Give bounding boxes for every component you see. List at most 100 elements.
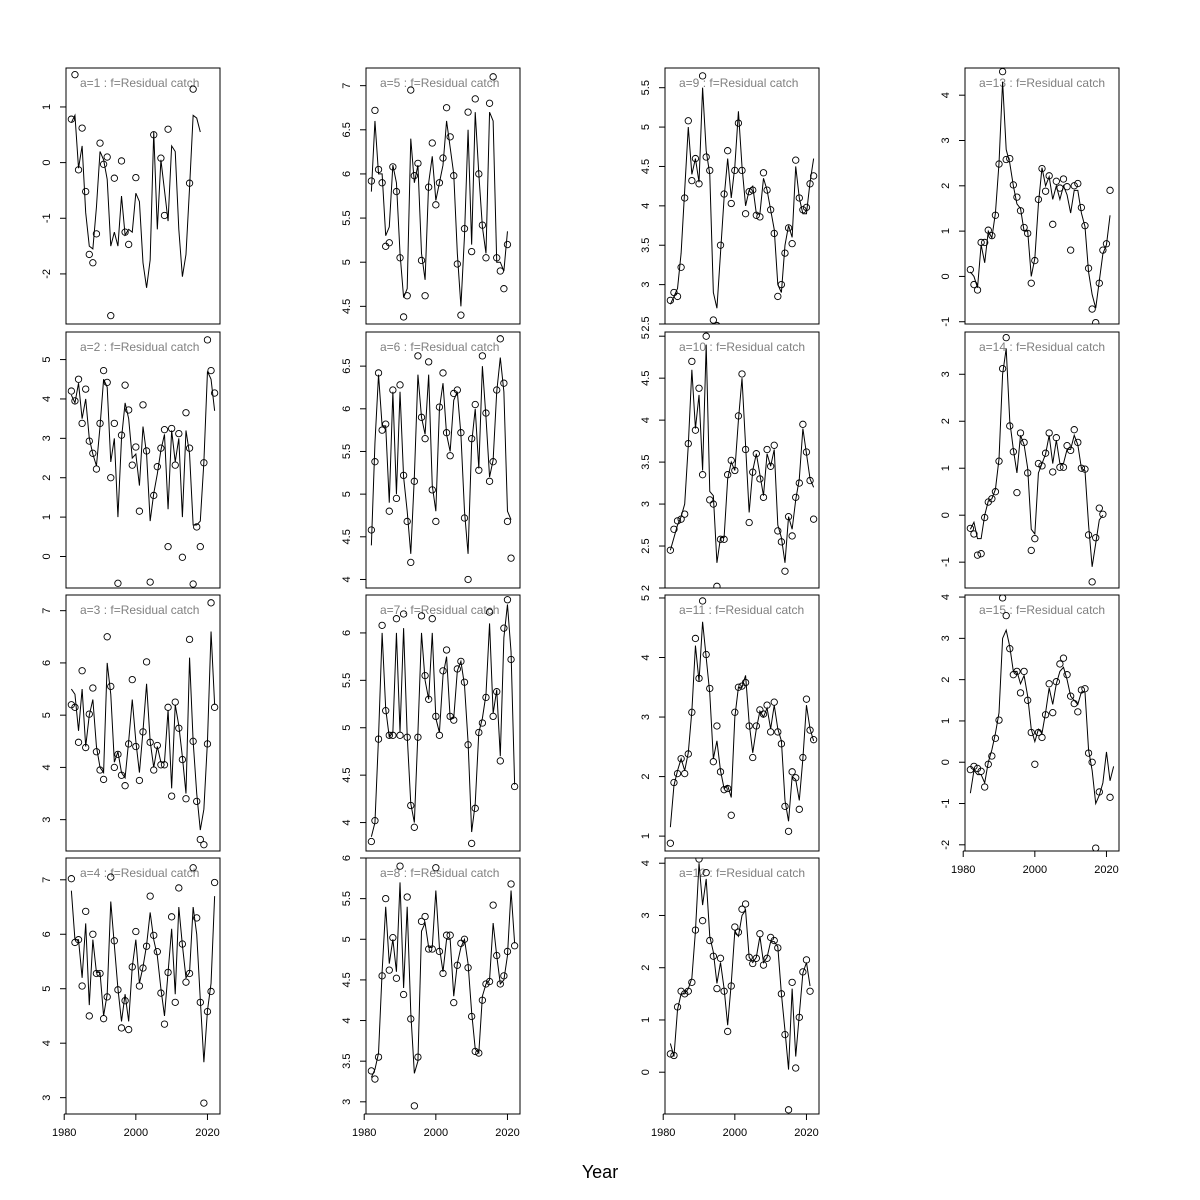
observed-point <box>734 683 743 691</box>
panel-15: -2 -1 0 1 2 3 4 1980 2000 2020 a=15 : f=Residual c… <box>940 594 1120 876</box>
observed-point <box>203 740 212 748</box>
observed-point <box>407 86 415 94</box>
y-tick-label: 4 <box>341 819 353 825</box>
observed-point <box>988 495 996 503</box>
observed-point <box>382 707 390 715</box>
observed-point <box>774 292 782 301</box>
panel-frame <box>664 594 820 852</box>
observed-point <box>1041 449 1050 457</box>
y-tick-label: 4 <box>41 764 53 770</box>
y-tick-label: 5.5 <box>341 891 353 906</box>
y-tick-label: 7 <box>41 877 53 883</box>
y-tick-label: 1 <box>940 465 952 471</box>
y-tick-label: 2 <box>640 585 652 591</box>
observed-point <box>784 1106 793 1114</box>
observed-point <box>435 947 444 956</box>
observed-point <box>706 166 714 175</box>
observed-point <box>720 190 728 198</box>
observed-point <box>371 1075 379 1083</box>
observed-point <box>107 474 115 482</box>
panel-1: -2 -1 0 1 a=1 : f=Residual catch <box>41 67 221 325</box>
small-multiples-grid: -2 -1 0 1 a=1 : f=Residual catch 0 1 2 3 4 5 a=2 : … <box>41 67 1120 1139</box>
observed-point <box>770 229 778 238</box>
observed-point <box>706 684 714 693</box>
observed-point <box>399 610 408 618</box>
observed-point <box>681 769 689 778</box>
observed-point <box>178 553 187 561</box>
observed-point <box>193 523 201 531</box>
y-tick-label: 7 <box>41 608 53 614</box>
observed-point <box>457 429 465 437</box>
observed-point <box>781 802 789 810</box>
observed-point <box>1020 223 1028 232</box>
observed-point <box>132 443 140 451</box>
observed-point <box>150 931 158 939</box>
y-tick-label: 2.5 <box>640 538 652 553</box>
observed-point <box>792 493 800 502</box>
y-tick-label: 4 <box>41 396 53 402</box>
observed-point <box>460 225 469 233</box>
y-tick-label: -1 <box>940 799 952 809</box>
y-tick-label: 0 <box>940 273 952 279</box>
observed-point <box>150 766 158 774</box>
panel-plot-area: a=9 : f=Residual catch <box>666 72 818 324</box>
observed-point <box>731 708 739 716</box>
panel-frame <box>964 67 1120 325</box>
observed-point <box>164 703 172 711</box>
x-tick-label: 1980 <box>651 1127 675 1139</box>
observed-point <box>984 226 992 234</box>
observed-point <box>784 513 793 521</box>
observed-point <box>734 119 743 127</box>
y-tick-label: 6 <box>341 630 353 636</box>
observed-point <box>185 179 194 187</box>
panel-plot-area: a=7 : f=Residual catch <box>367 596 519 848</box>
observed-point <box>85 250 93 259</box>
observed-point <box>759 961 768 969</box>
observed-point <box>185 444 194 452</box>
panel-frame <box>664 331 820 589</box>
observed-point <box>442 429 451 437</box>
observed-point <box>182 978 190 986</box>
panel-plot-area: a=10 : f=Residual catch <box>666 332 818 588</box>
observed-point <box>403 893 411 901</box>
observed-point <box>196 835 204 844</box>
observed-point <box>666 1050 675 1058</box>
observed-point <box>1070 426 1078 434</box>
panel-plot-area: a=2 : f=Residual catch <box>67 336 219 588</box>
y-tick-label: 3.5 <box>640 454 652 469</box>
observed-point <box>741 678 750 687</box>
observed-point <box>475 170 483 178</box>
observed-point <box>157 989 165 997</box>
observed-point <box>150 131 158 139</box>
y-tick-label: 5 <box>341 491 353 497</box>
observed-point <box>207 366 215 375</box>
observed-point <box>453 386 461 394</box>
observed-point <box>1020 667 1028 676</box>
observed-point <box>727 982 735 990</box>
panel-4: 3 4 5 6 7 1980 2000 2020 a=4 : f=Residual catch <box>41 857 221 1139</box>
panel-label: a=15 : f=Residual catch <box>979 603 1105 617</box>
observed-point <box>139 401 147 409</box>
observed-point <box>421 912 429 921</box>
panel-2: 0 1 2 3 4 5 a=2 : f=Residual catch <box>41 331 221 589</box>
observed-point <box>135 776 144 785</box>
observed-point <box>85 437 93 445</box>
observed-point <box>774 728 782 736</box>
panel-6: 4 4.5 5 5.5 6 6.5 a=6 : f=Residual catch <box>341 331 521 589</box>
observed-point <box>99 1015 108 1023</box>
observed-point <box>752 954 760 962</box>
observed-point <box>471 804 479 812</box>
y-tick-label: 6 <box>341 855 353 861</box>
observed-point <box>374 735 383 743</box>
observed-point <box>410 1102 418 1110</box>
observed-point <box>799 206 807 214</box>
observed-point <box>374 165 383 174</box>
observed-point <box>809 515 818 523</box>
observed-point <box>160 761 169 769</box>
observed-point <box>706 936 714 945</box>
observed-point <box>457 657 465 666</box>
observed-point <box>795 479 803 487</box>
x-tick-label: 2020 <box>195 1127 219 1139</box>
observed-point <box>139 964 147 972</box>
observed-point <box>378 972 386 980</box>
